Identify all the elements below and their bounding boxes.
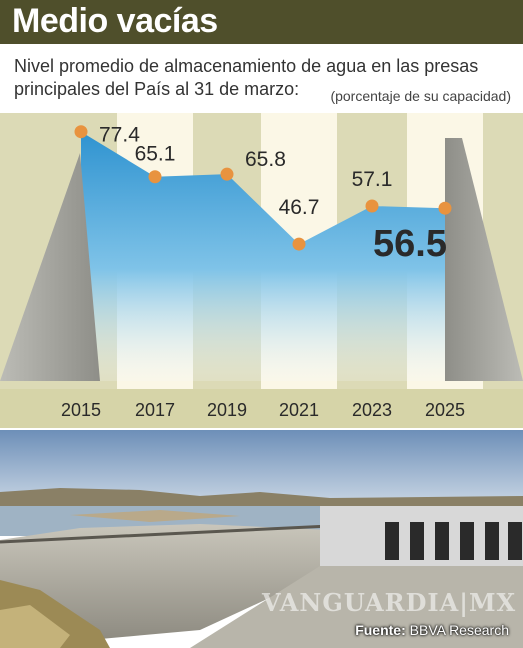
data-point-2021	[292, 237, 306, 251]
data-label-2021: 46.7	[279, 196, 320, 219]
storage-chart: 77.4 2015 65.1 2017 65.8 2019 46.7 2021 57.1 2023…	[0, 113, 523, 428]
unit-label: (porcentaje de su capacidad)	[330, 88, 511, 104]
data-point-2025	[438, 201, 452, 215]
watermark: VANGUARDIA|MX	[262, 588, 517, 617]
chart-marks: 77.4 2015 65.1 2017 65.8 2019 46.7 2021 57.1 2023…	[61, 124, 465, 420]
x-tick-2023: 2023	[352, 400, 392, 420]
data-label-2023: 57.1	[352, 168, 393, 191]
title-bar: Medio vacías	[0, 0, 523, 44]
data-label-2019: 65.8	[245, 148, 286, 171]
x-tick-2019: 2019	[207, 400, 247, 420]
data-label-2015: 77.4	[99, 124, 140, 147]
dam-wall-left	[0, 153, 100, 381]
x-tick-2017: 2017	[135, 400, 175, 420]
x-tick-2025: 2025	[425, 400, 465, 420]
data-point-2023	[365, 199, 379, 213]
source-note: Fuente: BBVA Research	[355, 622, 509, 638]
dam-photo	[0, 430, 523, 648]
data-label-2017: 65.1	[135, 143, 176, 166]
x-axis-band	[0, 389, 523, 428]
data-point-2015	[74, 125, 88, 139]
dam-wall-right	[445, 138, 523, 381]
page-title: Medio vacías	[12, 2, 218, 40]
data-point-2019	[220, 167, 234, 181]
x-tick-2021: 2021	[279, 400, 319, 420]
chart-subtitle: Nivel promedio de almacenamiento de agua…	[14, 56, 479, 99]
storage-area	[81, 131, 445, 381]
dam-illustration	[0, 430, 523, 648]
x-tick-2015: 2015	[61, 400, 101, 420]
source-label: Fuente:	[355, 622, 406, 638]
source-value: BBVA Research	[409, 622, 509, 638]
data-point-2017	[148, 170, 162, 184]
data-label-2025: 56.5	[373, 223, 447, 265]
